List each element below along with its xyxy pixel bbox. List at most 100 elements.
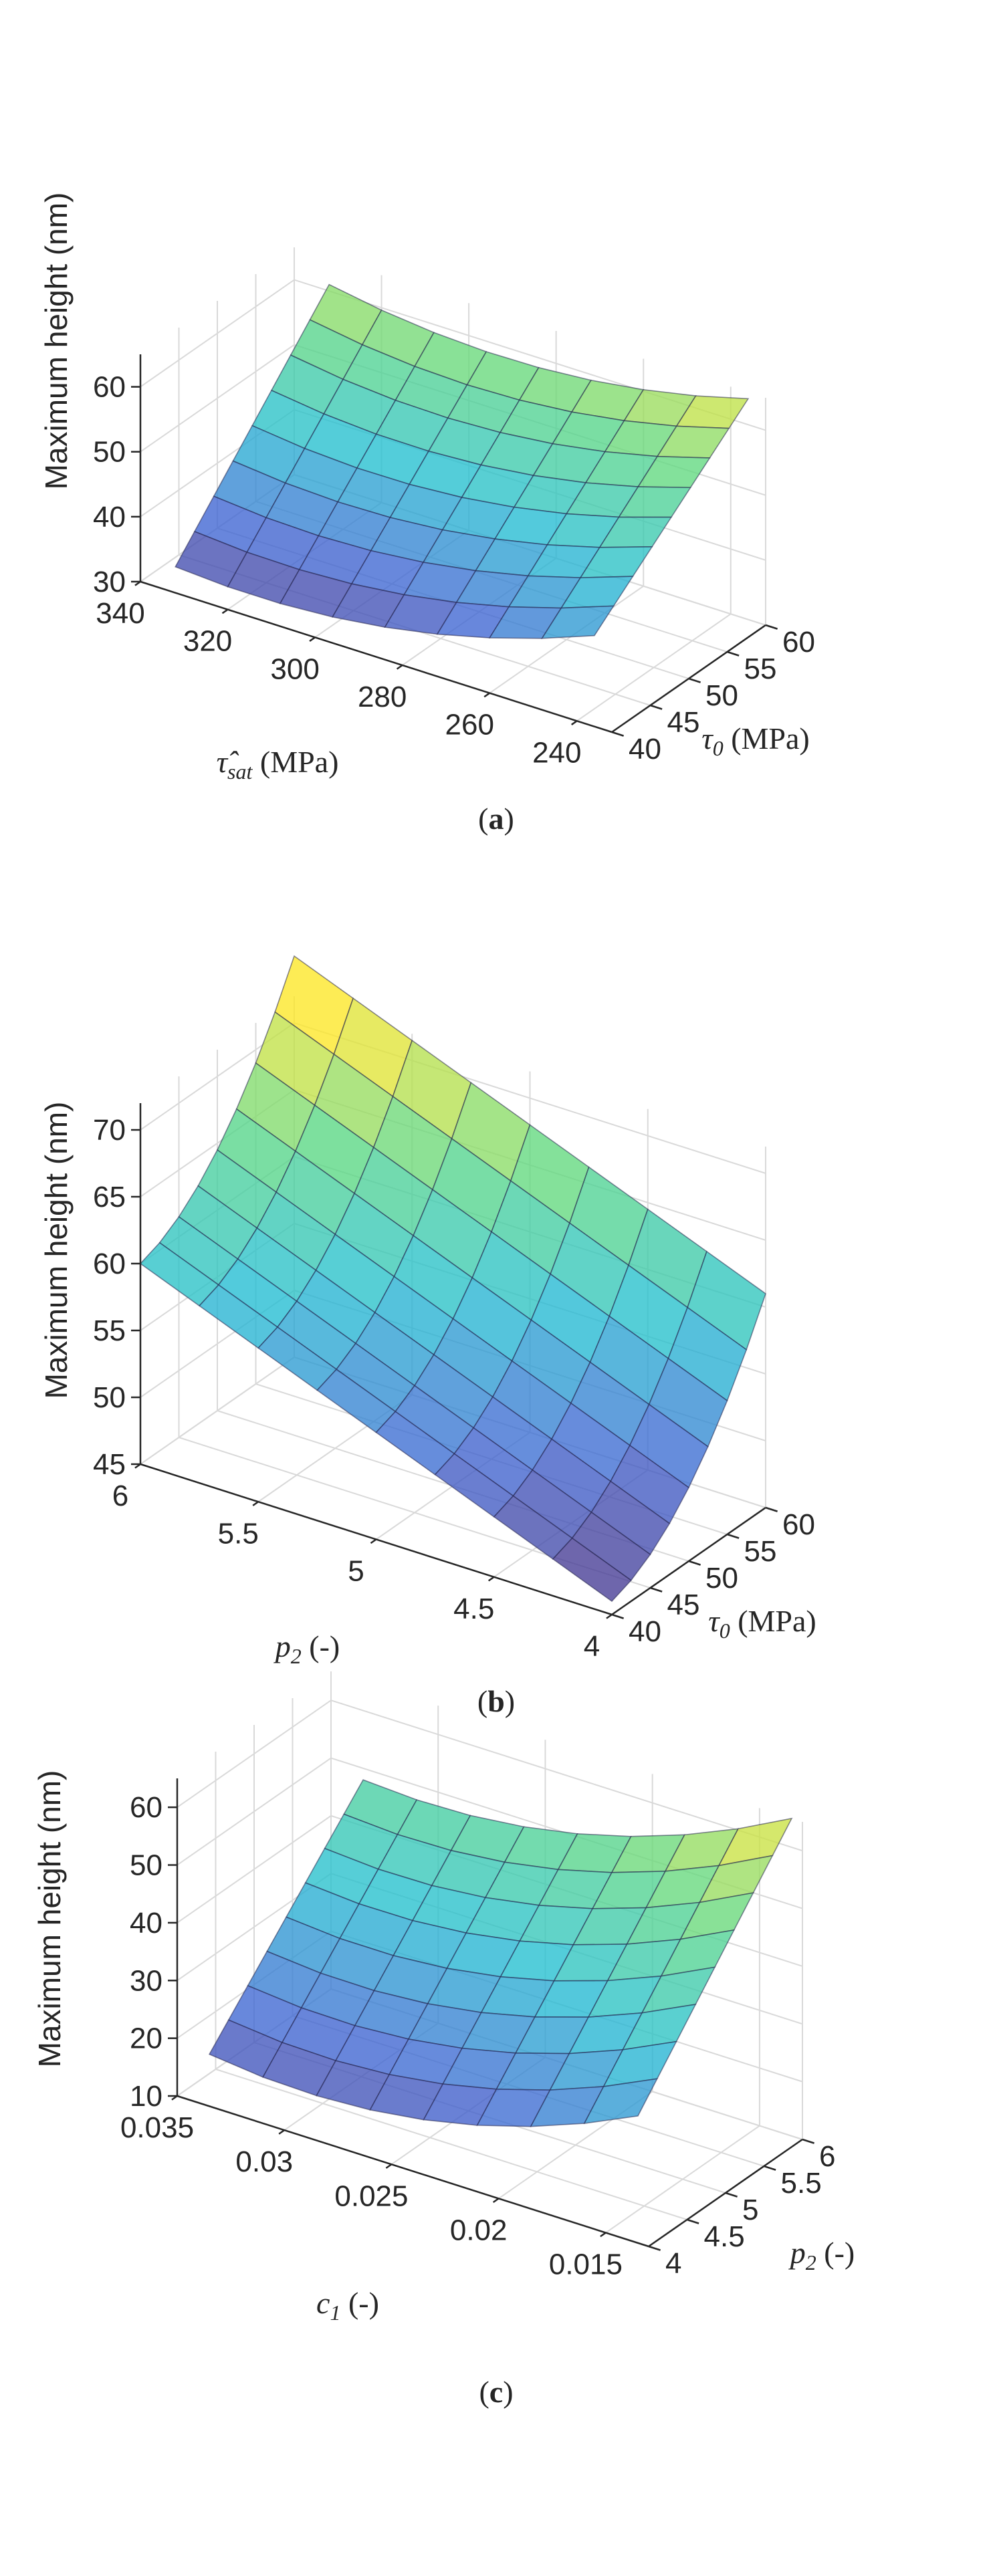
y-tick-label: 40 xyxy=(629,733,661,766)
x-axis-label-unit: (MPa) xyxy=(252,745,338,779)
x-tick-mark xyxy=(252,1501,259,1506)
y-tick-label: 5.5 xyxy=(781,2167,822,2200)
y-tick-mark xyxy=(650,704,663,710)
x-tick-mark xyxy=(309,636,316,642)
y-tick-mark xyxy=(688,677,701,683)
x-tick-mark xyxy=(571,720,578,725)
x-tick-label: 0.025 xyxy=(334,2180,408,2212)
z-tick-label: 30 xyxy=(130,1964,162,1997)
z-tick-label: 60 xyxy=(93,371,126,404)
z-axis-label: Maximum height (nm) xyxy=(32,1770,67,2068)
z-tick-label: 40 xyxy=(93,501,126,534)
y-axis-label-symbol: τ xyxy=(708,1604,720,1638)
x-tick-label: 0.03 xyxy=(235,2145,293,2178)
y-tick-mark xyxy=(765,624,778,630)
y-tick-label: 50 xyxy=(705,1562,738,1595)
y-tick-mark xyxy=(611,731,625,737)
z-tick-label: 40 xyxy=(130,1907,162,1940)
z-tick-label: 55 xyxy=(93,1314,126,1347)
x-tick-label: 340 xyxy=(96,597,144,630)
y-tick-mark xyxy=(727,651,740,657)
z-tick-label: 50 xyxy=(93,1381,126,1414)
y-axis-label-unit: (MPa) xyxy=(724,721,810,755)
x-axis-label-symbol: c xyxy=(316,2286,330,2320)
y-axis-label: τ0 (MPa) xyxy=(708,1604,816,1643)
y-tick-label: 40 xyxy=(629,1615,661,1648)
x-tick-mark xyxy=(370,1538,377,1544)
x-axis-label: τ̂sat (MPa) xyxy=(217,745,339,784)
surface xyxy=(208,1779,793,2127)
y-tick-mark xyxy=(725,2192,738,2198)
y-tick-mark xyxy=(765,1506,778,1512)
x-tick-mark xyxy=(492,2198,500,2204)
x-tick-label: 4.5 xyxy=(453,1593,494,1625)
z-tick-label: 70 xyxy=(93,1114,126,1147)
y-axis-label: p2 (-) xyxy=(788,2236,855,2274)
x-tick-mark xyxy=(278,2129,285,2135)
y-tick-label: 4.5 xyxy=(704,2220,745,2253)
panel-label: (c) xyxy=(479,2375,513,2409)
x-tick-mark xyxy=(606,1613,613,1619)
x-tick-label: 4 xyxy=(584,1630,600,1663)
y-tick-mark xyxy=(650,1587,663,1593)
z-tick-label: 60 xyxy=(93,1248,126,1280)
y-axis-label: τ0 (MPa) xyxy=(701,721,810,760)
y-tick-mark xyxy=(611,1613,625,1619)
x-tick-label: 280 xyxy=(358,681,407,713)
x-axis-label-subscript: sat xyxy=(227,759,253,784)
x-tick-mark xyxy=(396,664,403,670)
x-tick-label: 320 xyxy=(183,625,232,658)
panel-letter: b xyxy=(487,1684,505,1718)
y-tick-label: 50 xyxy=(705,679,738,712)
y-tick-mark xyxy=(727,1533,740,1539)
y-axis-label-subscript: 0 xyxy=(720,1619,730,1643)
x-tick-label: 260 xyxy=(445,709,494,741)
surface-patch xyxy=(583,2078,659,2125)
x-tick-mark xyxy=(221,608,229,614)
panel-paren-open: ( xyxy=(479,2375,489,2409)
surface xyxy=(139,955,766,1603)
z-tick-label: 65 xyxy=(93,1181,126,1213)
panel-letter: a xyxy=(489,802,504,836)
y-tick-mark xyxy=(648,2245,661,2251)
x-tick-label: 0.02 xyxy=(450,2214,508,2246)
x-tick-label: 6 xyxy=(112,1480,128,1512)
panel-label: (a) xyxy=(478,802,514,836)
y-axis-label-unit: (MPa) xyxy=(730,1604,816,1638)
y-axis-label-symbol: p xyxy=(788,2236,806,2270)
z-tick-label: 20 xyxy=(130,2022,162,2055)
z-tick-label: 50 xyxy=(130,1849,162,1882)
x-axis-label-subscript: 1 xyxy=(330,2301,340,2325)
y-tick-mark xyxy=(802,2138,815,2144)
x-axis-label-subscript: 2 xyxy=(291,1644,302,1668)
x-axis-label: p2 (-) xyxy=(273,1629,340,1668)
y-tick-label: 4 xyxy=(665,2247,681,2280)
x-axis-label-symbol: p xyxy=(273,1629,291,1663)
x-axis-line xyxy=(177,2095,649,2248)
x-axis-label-unit: (-) xyxy=(340,2286,378,2320)
x-tick-label: 5.5 xyxy=(218,1517,259,1550)
axes: 0.035 0.03 0.025 0.02 0.015 4 4.55 5.56 10 20 30 40… xyxy=(120,1778,835,2281)
x-axis-label: c1 (-) xyxy=(316,2286,379,2325)
y-tick-label: 6 xyxy=(819,2140,835,2173)
z-axis-label: Maximum height (nm) xyxy=(39,1102,74,1399)
y-axis-label-subscript: 2 xyxy=(806,2250,816,2274)
surface-patch xyxy=(541,605,615,639)
z-tick-label: 50 xyxy=(93,436,126,469)
y-axis-label-subscript: 0 xyxy=(713,736,724,760)
x-axis-label-unit: (-) xyxy=(302,1629,340,1663)
z-axis-label: Maximum height (nm) xyxy=(39,193,74,490)
x-axis-line xyxy=(140,580,613,733)
x-tick-mark xyxy=(483,692,490,698)
z-tick-label: 60 xyxy=(130,1791,162,1824)
panel-paren-close: ) xyxy=(505,1684,515,1718)
x-tick-label: 5 xyxy=(348,1555,364,1588)
panel-paren-open: ( xyxy=(477,1684,487,1718)
x-tick-mark xyxy=(385,2163,393,2169)
y-tick-label: 5 xyxy=(742,2194,758,2226)
y-tick-mark xyxy=(687,2218,699,2224)
